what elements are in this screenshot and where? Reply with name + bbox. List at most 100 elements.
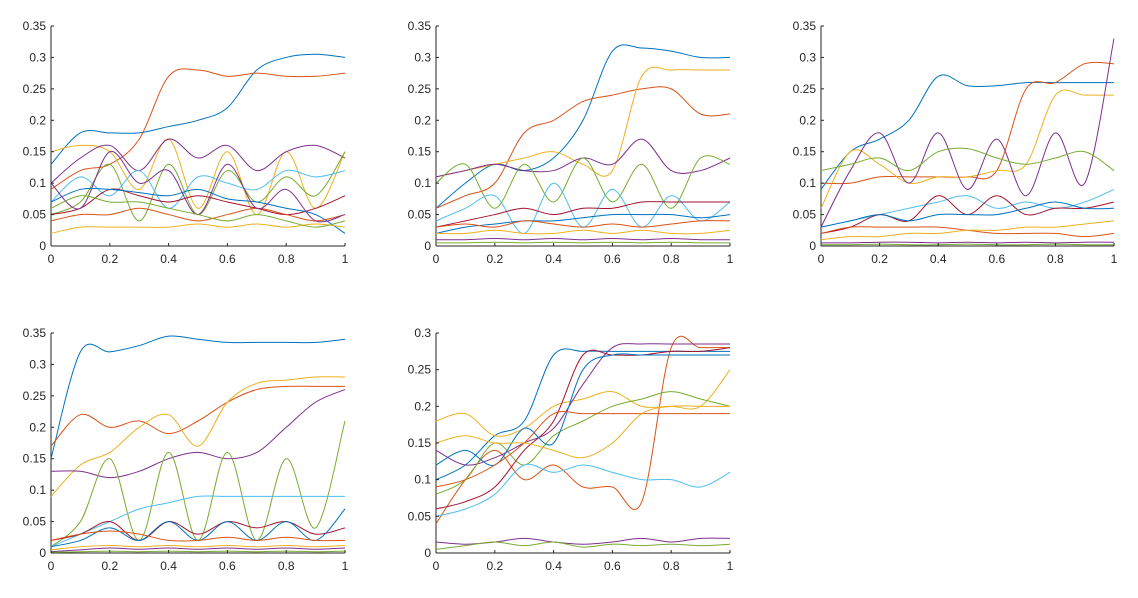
y-tick-label: 0.15 — [23, 145, 47, 159]
x-tick-label: 0 — [433, 252, 440, 266]
x-tick-label: 0.8 — [278, 252, 295, 266]
x-tick-label: 0.8 — [663, 252, 680, 266]
y-tick-label: 0 — [809, 239, 816, 253]
y-tick-label: 0.35 — [408, 19, 432, 33]
x-tick-label: 0.4 — [545, 559, 562, 573]
y-tick-label: 0.05 — [793, 208, 817, 222]
series-line-s2 — [435, 335, 730, 524]
x-tick-label: 0 — [48, 252, 55, 266]
series-line-s7 — [50, 188, 346, 216]
series-line-s11 — [435, 237, 731, 241]
series-line-s6 — [820, 188, 1115, 228]
series-line-s7 — [435, 201, 730, 228]
x-tick-label: 1 — [727, 252, 734, 266]
chart-panel-2: 0 0.2 0.4 0.6 0.8 1 0 0.05 0.1 0.15 0.2 0.25 0.3 0.35 — [408, 19, 734, 266]
series-line-s6 — [50, 169, 346, 209]
y-tick-label: 0.35 — [23, 326, 47, 340]
series-line-s8 — [435, 353, 730, 466]
series-line-s9 — [50, 207, 346, 222]
series-line-s1 — [50, 335, 346, 459]
x-tick-label: 0.2 — [486, 252, 503, 266]
series-line-s12 — [50, 195, 346, 228]
x-tick-label: 0.4 — [160, 252, 177, 266]
x-tick-label: 0.4 — [160, 559, 177, 573]
x-tick-label: 0.6 — [604, 252, 621, 266]
chart-panel-1: 0 0.2 0.4 0.6 0.8 1 0 0.05 0.1 0.15 0.2 0.25 0.3 0.35 — [23, 19, 349, 266]
y-tick-label: 0.2 — [799, 113, 816, 127]
y-tick-label: 0.25 — [408, 82, 432, 96]
x-tick-label: 0 — [818, 252, 825, 266]
chart-panel-3: 0 0.2 0.4 0.6 0.8 1 0 0.05 0.1 0.15 0.2 0.25 0.3 0.35 — [793, 19, 1118, 266]
y-tick-label: 0.05 — [23, 208, 47, 222]
series-group — [50, 53, 346, 234]
y-tick-label: 0.25 — [793, 82, 817, 96]
series-line-s10 — [435, 405, 730, 459]
y-tick-label: 0.1 — [29, 176, 46, 190]
x-tick-label: 0.2 — [101, 252, 118, 266]
series-line-s9 — [435, 220, 731, 228]
y-tick-label: 0.05 — [23, 515, 47, 529]
x-tick-label: 1 — [1111, 252, 1118, 266]
series-line-s8 — [435, 213, 731, 234]
x-tick-label: 0.4 — [545, 252, 562, 266]
x-tick-label: 0.6 — [988, 252, 1005, 266]
series-line-s5 — [820, 147, 1115, 172]
x-tick-label: 0 — [433, 559, 440, 573]
y-tick-label: 0.15 — [408, 436, 432, 450]
series-line-s12 — [435, 241, 731, 244]
y-tick-label: 0.35 — [793, 19, 817, 33]
x-tick-label: 1 — [342, 559, 349, 573]
x-tick-label: 0.6 — [219, 252, 236, 266]
series-line-s4 — [50, 138, 346, 184]
series-line-s7 — [435, 347, 731, 510]
y-tick-label: 0.2 — [29, 420, 46, 434]
y-tick-label: 0.15 — [23, 452, 47, 466]
series-line-s2 — [435, 86, 731, 209]
y-tick-label: 0 — [424, 546, 431, 560]
y-tick-label: 0.25 — [23, 389, 47, 403]
y-tick-label: 0.2 — [29, 113, 46, 127]
series-line-s9 — [50, 530, 346, 542]
y-tick-label: 0.3 — [414, 50, 431, 64]
series-group — [820, 38, 1115, 246]
y-tick-label: 0.35 — [23, 19, 47, 33]
series-line-s6 — [435, 463, 731, 517]
x-tick-label: 1 — [727, 559, 734, 573]
y-tick-label: 0.05 — [408, 208, 432, 222]
y-tick-label: 0 — [39, 239, 46, 253]
y-tick-label: 0.25 — [23, 82, 47, 96]
series-line-s8 — [820, 201, 1115, 228]
series-line-s11 — [50, 547, 346, 553]
series-line-s5 — [50, 420, 346, 548]
series-line-s2 — [50, 68, 346, 190]
series-line-s4 — [50, 389, 346, 479]
x-tick-label: 0.8 — [663, 559, 680, 573]
y-tick-label: 0.15 — [793, 145, 817, 159]
series-line-s10 — [50, 544, 346, 551]
series-line-s11 — [820, 241, 1115, 244]
series-line-s12 — [50, 550, 346, 553]
series-line-s3 — [50, 376, 346, 497]
series-line-s3 — [435, 66, 730, 178]
series-line-s4 — [820, 38, 1115, 228]
x-tick-label: 0.2 — [101, 559, 118, 573]
x-tick-label: 1 — [342, 252, 349, 266]
series-line-s7 — [50, 521, 346, 541]
series-line-s10 — [50, 223, 346, 234]
series-line-s3 — [50, 138, 346, 216]
series-line-s1 — [820, 74, 1114, 190]
series-line-s3 — [435, 369, 731, 437]
series-line-s9 — [435, 411, 730, 488]
series-line-s6 — [50, 495, 345, 548]
y-tick-label: 0 — [424, 239, 431, 253]
x-tick-label: 0.6 — [604, 559, 621, 573]
series-line-s3 — [820, 89, 1114, 209]
series-line-s1 — [50, 53, 346, 165]
x-tick-label: 0 — [48, 559, 55, 573]
y-tick-label: 0.1 — [414, 176, 431, 190]
y-tick-label: 0.3 — [29, 50, 46, 64]
x-tick-label: 0.6 — [219, 559, 236, 573]
series-group — [435, 44, 731, 244]
y-tick-label: 0.1 — [799, 176, 816, 190]
y-tick-label: 0.3 — [799, 50, 816, 64]
